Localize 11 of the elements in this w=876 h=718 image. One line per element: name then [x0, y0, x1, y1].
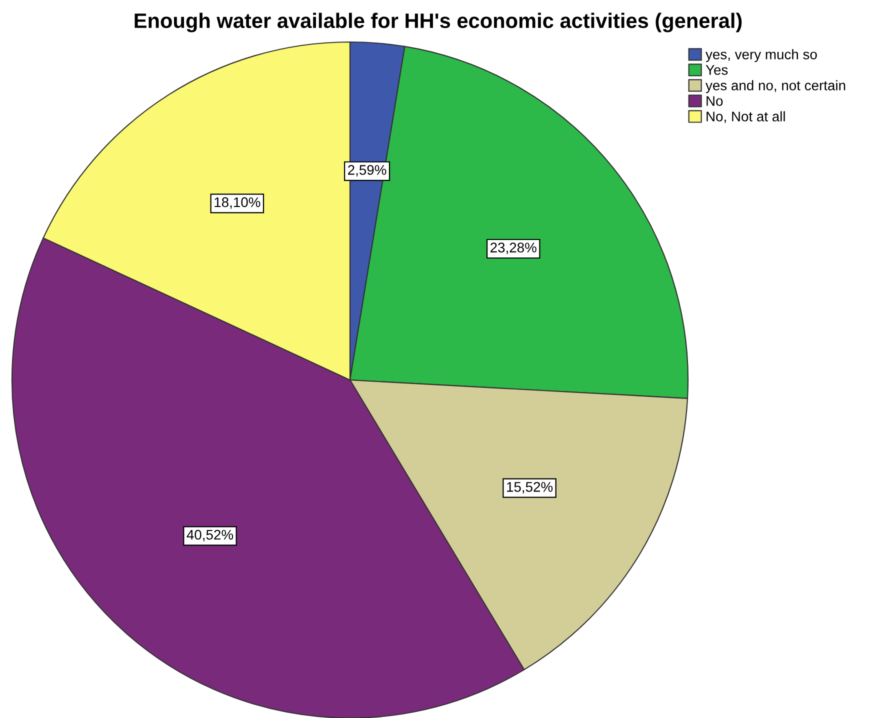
data-label: 18,10% — [214, 197, 260, 209]
legend-label: Yes — [706, 65, 728, 75]
legend-label: yes, very much so — [706, 49, 817, 62]
data-label: 2,59% — [348, 165, 386, 176]
data-label: 23,28% — [490, 242, 536, 254]
legend-label: No — [706, 96, 723, 106]
data-label: 40,52% — [186, 530, 234, 542]
chart-title: Enough water available for HH's economic activities (general) — [134, 12, 742, 32]
data-label: 15,52% — [507, 482, 553, 494]
legend-label: yes and no, not certain — [706, 80, 846, 94]
legend-label: No, Not at all — [706, 111, 785, 124]
